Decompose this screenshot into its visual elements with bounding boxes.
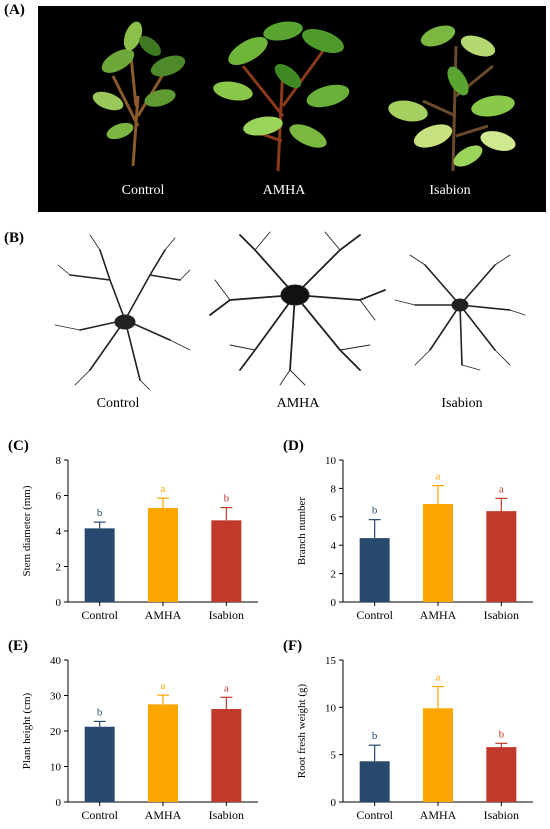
significance-letter: b (224, 493, 230, 505)
chart-e: (E) 0 10 20 30 40 Plant height (cm) b Control a AM… (8, 638, 258, 822)
plant-caption-isabion: Isabion (429, 183, 471, 198)
y-tick-label: 15 (325, 655, 337, 667)
y-axis-label: Stem diameter (mm) (21, 485, 33, 576)
bar-amha (148, 704, 178, 802)
y-axis-label: Branch number (296, 497, 308, 565)
x-tick-label: AMHA (145, 808, 182, 822)
bar-isabion (486, 511, 517, 602)
y-tick-label: 4 (331, 540, 337, 552)
y-tick-label: 4 (56, 526, 62, 538)
panel-label: (F) (283, 638, 302, 654)
y-tick-label: 0 (56, 597, 62, 609)
y-tick-label: 10 (325, 702, 337, 714)
panel-label: (C) (8, 438, 29, 454)
y-tick-label: 10 (50, 762, 62, 774)
y-tick-label: 6 (56, 491, 62, 503)
amha-root-image (209, 231, 386, 386)
significance-letter: b (499, 728, 505, 740)
significance-letter: b (97, 507, 103, 519)
x-tick-label: AMHA (145, 608, 182, 622)
y-axis-label: Root fresh weight (g) (296, 683, 308, 778)
x-tick-label: Control (356, 608, 393, 622)
significance-letter: a (224, 682, 229, 694)
bar-amha (423, 504, 453, 602)
panel-label-b: (B) (4, 230, 24, 246)
y-tick-label: 40 (50, 655, 62, 667)
x-tick-label: Isabion (484, 808, 519, 822)
panel-label: (E) (8, 638, 28, 654)
y-tick-label: 8 (56, 455, 62, 467)
chart-c: (C) 0 2 4 6 8 Stem diameter (mm) b Control a AMHA b… (8, 438, 258, 622)
significance-letter: a (499, 483, 504, 495)
y-tick-label: 8 (331, 483, 337, 495)
x-tick-label: Control (81, 808, 118, 822)
x-tick-label: Control (356, 808, 393, 822)
significance-letter: b (372, 730, 378, 742)
root-scans-illustration (54, 231, 526, 390)
significance-letter: b (372, 505, 378, 517)
control-root-image (54, 234, 191, 390)
bar-isabion (211, 520, 242, 602)
bar-amha (148, 507, 178, 602)
control-plant-image (92, 21, 186, 167)
y-tick-label: 0 (331, 797, 337, 809)
x-tick-label: Isabion (209, 608, 244, 622)
panel-label: (D) (283, 438, 304, 454)
bar-control (359, 761, 390, 802)
bar-control (84, 528, 115, 602)
x-tick-label: Control (81, 608, 118, 622)
y-tick-label: 2 (56, 562, 62, 574)
amha-plant-image (213, 21, 350, 172)
y-tick-label: 10 (325, 455, 337, 467)
bar-isabion (486, 747, 517, 802)
x-tick-label: Isabion (484, 608, 519, 622)
bar-control (359, 538, 390, 602)
significance-letter: a (161, 483, 166, 495)
y-tick-label: 2 (331, 569, 337, 581)
panel-label-a: (A) (4, 2, 25, 18)
isabion-root-image (394, 254, 526, 371)
bar-isabion (211, 708, 242, 802)
y-tick-label: 6 (331, 512, 337, 524)
plant-photos-illustration (92, 21, 516, 172)
chart-f: (F) 0 5 10 15 Root fresh weight (g) b Control a A… (283, 638, 533, 822)
plant-caption-control: Control (121, 183, 165, 198)
root-caption-control: Control (96, 396, 140, 411)
bar-control (84, 726, 115, 802)
plant-photo-panel: Control AMHA Isabion (38, 6, 546, 212)
significance-letter: a (436, 672, 441, 684)
plant-caption-amha: AMHA (262, 183, 306, 198)
y-tick-label: 0 (56, 797, 62, 809)
y-axis-label: Plant height (cm) (21, 692, 33, 769)
x-tick-label: AMHA (420, 608, 457, 622)
significance-letter: a (436, 471, 441, 483)
x-tick-label: AMHA (420, 808, 457, 822)
y-tick-label: 0 (331, 597, 337, 609)
significance-letter: a (161, 680, 166, 692)
isabion-plant-image (388, 25, 516, 172)
root-caption-isabion: Isabion (441, 396, 483, 411)
significance-letter: b (97, 706, 103, 718)
root-caption-amha: AMHA (276, 396, 320, 411)
y-tick-label: 5 (331, 750, 337, 762)
x-tick-label: Isabion (209, 808, 244, 822)
bar-amha (423, 708, 453, 802)
y-tick-label: 30 (50, 691, 62, 703)
y-tick-label: 20 (50, 726, 62, 738)
chart-d: (D) 0 2 4 6 8 10 Branch number b Control a AMHA a Isa… (283, 438, 533, 622)
